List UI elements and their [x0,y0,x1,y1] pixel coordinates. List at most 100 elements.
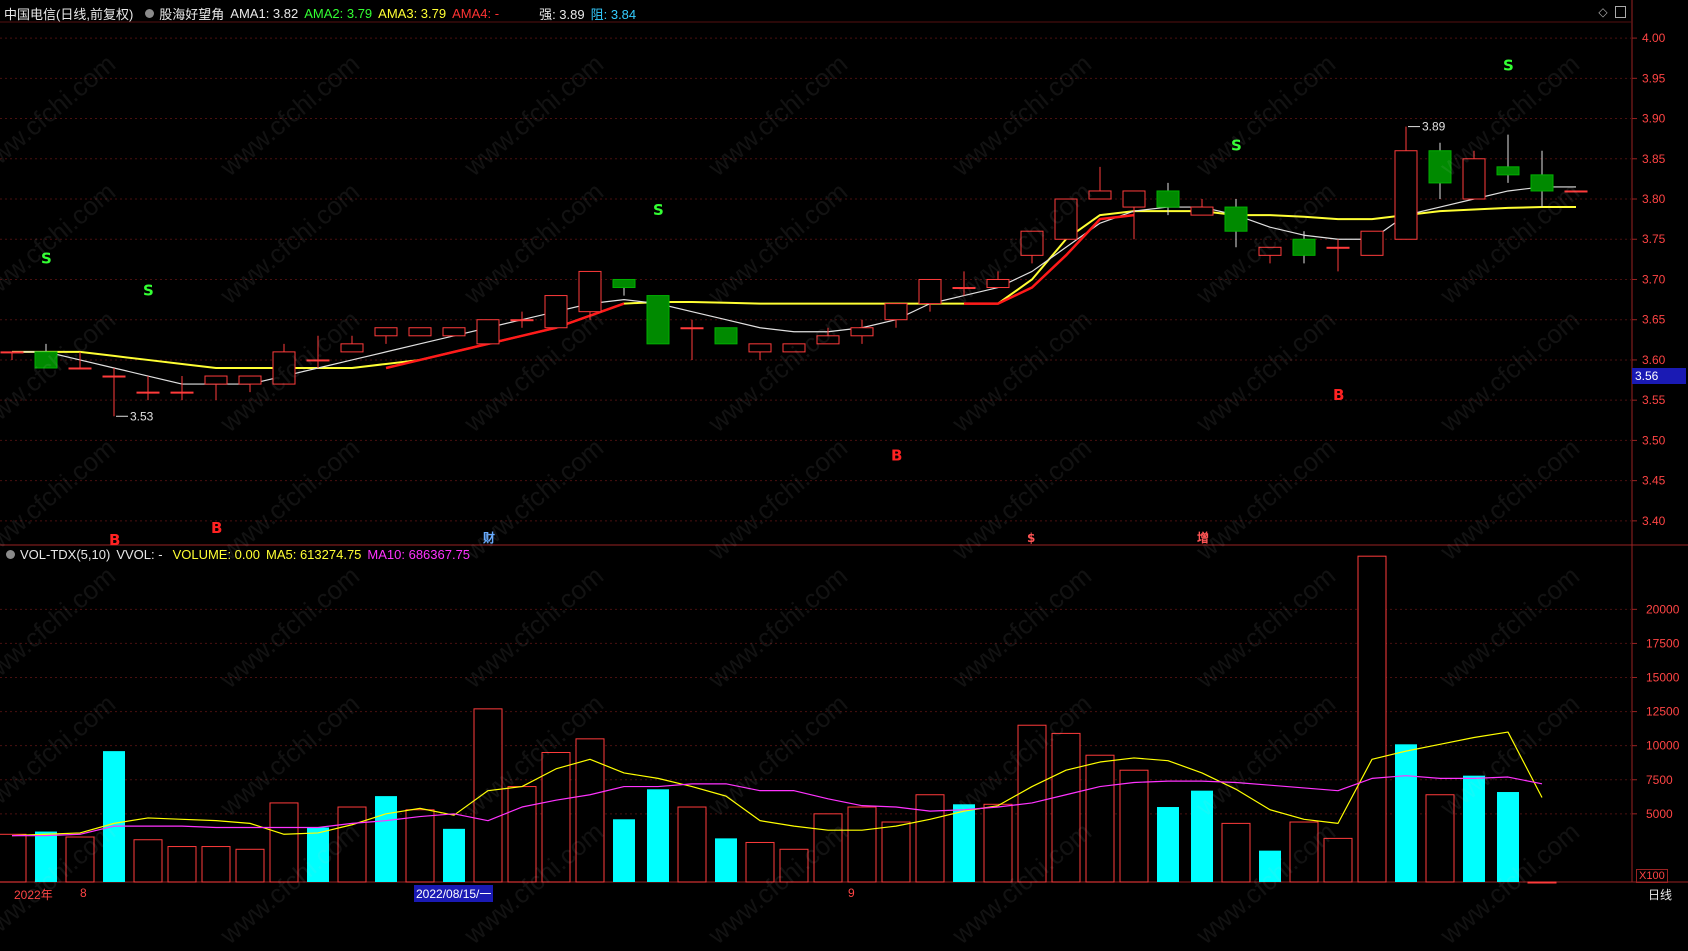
buy-signal: B [211,519,222,537]
candle-body-up [1088,190,1112,200]
volume-tick-label: 10000 [1646,739,1680,753]
volume-bar-up [1289,821,1319,883]
volume-tick-label: 7500 [1646,773,1673,787]
window-toggle-icon[interactable] [1615,6,1626,18]
volume-bar-down [1463,775,1485,882]
date-cursor-label: 2022/08/15/一 [414,885,494,902]
buy-signal: B [1333,386,1344,404]
candle-body-down [1292,238,1316,256]
volume-settings-icon[interactable] [6,549,15,559]
candle-body-up [1258,246,1282,256]
extreme-price-label: 3.89 [1422,120,1446,134]
candle-body-up [1394,150,1418,240]
volume-bar-up [0,833,27,883]
candle-body-up [1360,230,1384,256]
candle-body-up [0,351,24,354]
price-tick-label: 3.70 [1642,272,1666,286]
volume-bar-up [779,848,809,883]
volume-bar-up [235,848,265,883]
volume-ma5-line [11,731,1543,837]
year-label: 2022年 [14,888,53,902]
candle-body-up [374,327,398,337]
volume-bar-up [677,806,707,883]
volume-bar-down [35,831,57,882]
candle-body-up [272,351,296,385]
candle-body-up [136,391,160,394]
candle-body-up [918,278,942,305]
candle-body-up [102,375,126,378]
candle-body-up [1190,206,1214,216]
volume-tick-label: 17500 [1646,636,1680,650]
diamond-icon[interactable]: ◇ [1598,5,1608,19]
candle-body-down [1530,174,1554,192]
candle-body-up [952,287,976,290]
ama-white-line [12,186,1576,385]
volume-bar-up [745,841,775,883]
volume-label: VOLUME: 0.00 [172,546,260,562]
candle-body-up [476,319,500,345]
volume-bar-down [307,827,329,882]
price-tick-label: 3.65 [1642,313,1666,327]
event-marker: $ [1027,531,1035,545]
candle-body-down [1428,150,1452,184]
volume-bar-down [443,828,465,882]
sell-signal: S [1231,137,1242,155]
volume-bar-up [1221,822,1251,883]
candle-body-up [238,375,262,385]
volume-bar-up [813,813,843,883]
volume-bar-down [715,838,737,882]
vol-indicator-name[interactable]: VOL-TDX(5,10) [20,546,111,562]
candle-body-up [1564,190,1588,193]
candle-body-up [1326,246,1350,249]
volume-bar-up [983,803,1013,883]
indicator-settings-icon[interactable] [145,8,155,18]
candle-body-up [1054,198,1078,240]
candle-body-up [306,359,330,362]
period-label[interactable]: 日线 [1648,888,1673,902]
buy-signal: B [109,531,120,549]
candle-body-up [748,343,772,353]
price-tick-label: 3.45 [1642,474,1666,488]
volume-bar-up [269,802,299,883]
stock-title[interactable]: 中国电信(日线,前复权) [4,6,134,22]
main-chart-header: 中国电信(日线,前复权) 股海好望角 AMA1: 3.82 AMA2: 3.79… [0,2,642,24]
volume-tick-label: 5000 [1646,807,1673,821]
candle-body-up [68,367,92,370]
candle-body-down [612,278,636,289]
candle-body-up [884,303,908,321]
ma10-label: MA10: 686367.75 [367,546,471,562]
volume-bar-down [103,751,125,882]
ama-red-line [964,213,1135,305]
ama1-label: AMA1: 3.82 [230,5,299,21]
price-tick-label: 3.80 [1642,192,1666,206]
price-tick-label: 3.85 [1642,152,1666,166]
candle-body-up [544,295,568,329]
price-tick-label: 3.40 [1642,514,1666,528]
sell-signal: S [41,249,52,267]
volume-bar-up [201,846,231,883]
volume-bar-up [1085,754,1115,883]
price-tick-label: 3.50 [1642,433,1666,447]
candle-body-down [646,295,670,345]
candle-body-up [340,343,364,353]
volume-bar-up [473,708,503,883]
volume-bar-down [1395,744,1417,882]
volume-bar-down [1497,792,1519,882]
indicator-name[interactable]: 股海好望角 [159,6,225,22]
ma5-label: MA5: 613274.75 [266,546,362,562]
candle-body-up [1122,190,1146,208]
candle-body-up [850,327,874,337]
month8-label: 8 [80,886,87,900]
candle-body-up [816,335,840,345]
candle-body-up [578,270,602,313]
price-tick-label: 3.60 [1642,353,1666,367]
price-axis-tag: 3.56 [1632,368,1686,384]
candle-body-up [408,327,432,337]
candle-body-up [782,343,806,353]
ama-red-line [385,302,625,370]
volume-bar-up [1051,732,1081,883]
candle-body-down [1496,166,1520,176]
resist-label: 阻: 3.84 [590,6,637,22]
strong-label: 强: 3.89 [539,6,585,22]
volume-header: VOL-TDX(5,10) VVOL: - VOLUME: 0.00 MA5: … [0,543,476,565]
